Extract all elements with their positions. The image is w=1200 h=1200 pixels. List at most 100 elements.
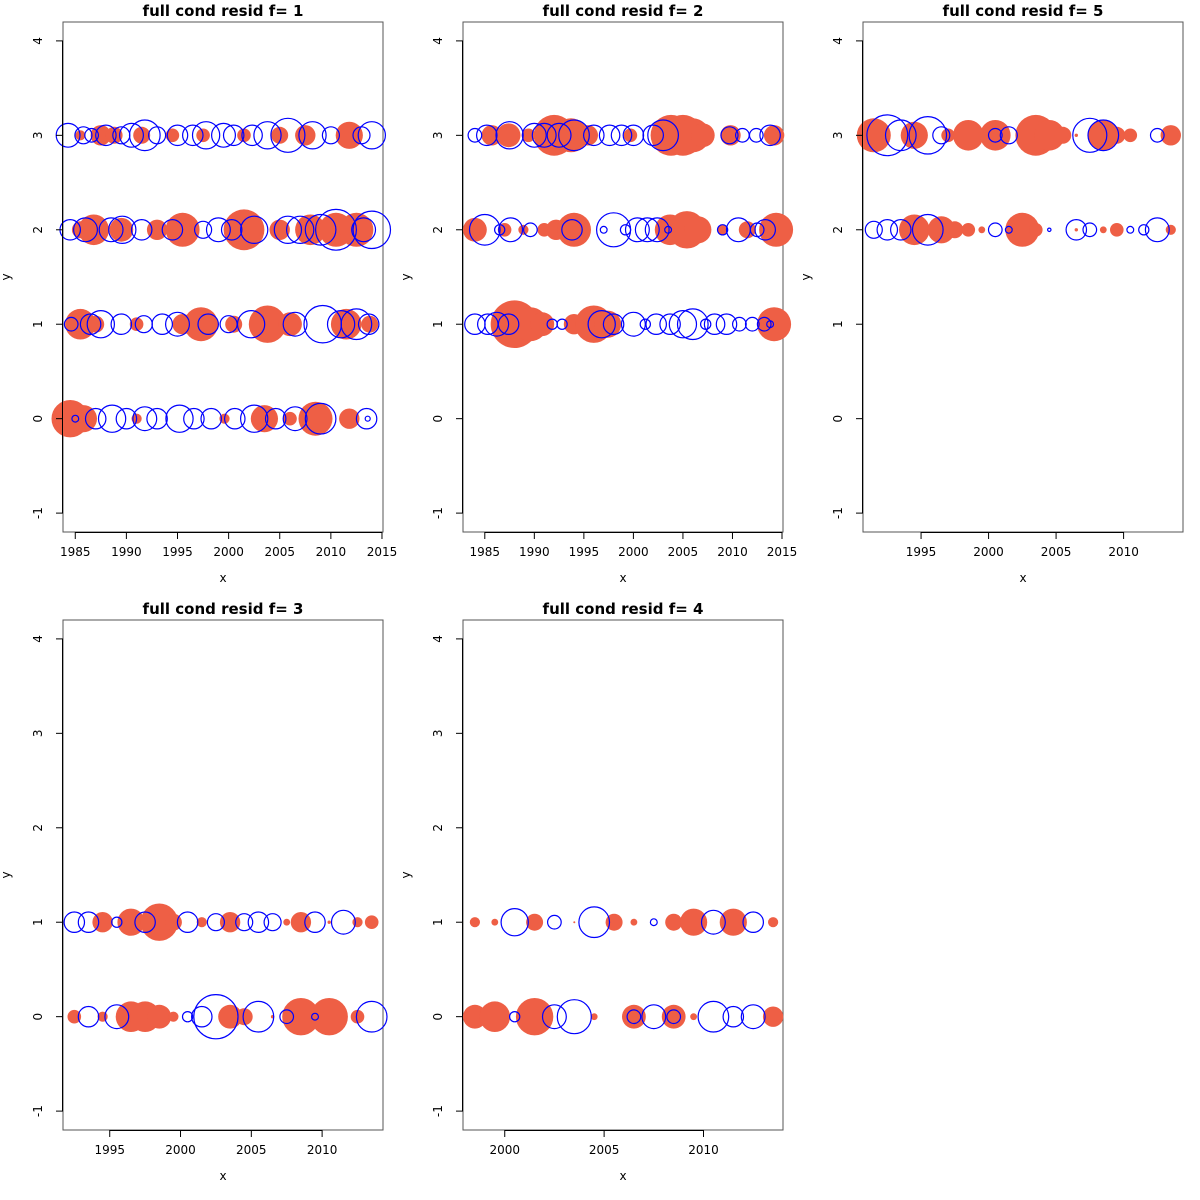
negative-residual-point (279, 1009, 295, 1025)
positive-residual-point (310, 998, 348, 1036)
positive-residual-point (759, 212, 794, 247)
x-axis-label: x (1019, 571, 1026, 585)
negative-residual-point (742, 911, 764, 933)
positive-residual-point (521, 128, 536, 143)
positive-residual-point (109, 217, 134, 242)
negative-residual-point (546, 914, 562, 930)
negative-residual-point (556, 999, 592, 1035)
positive-residual-point (594, 310, 622, 338)
negative-residual-point (1072, 117, 1108, 153)
panel-f4: -1 0 1 2 3 4 2000 2005 2010 full cond resid f= … (399, 600, 784, 1183)
negative-residual-point (197, 313, 219, 335)
negative-residual-point (497, 313, 520, 335)
positive-residual-point (1088, 120, 1119, 151)
negative-residual-point (282, 406, 308, 432)
positive-residual-point (295, 214, 326, 246)
negative-residual-point (468, 213, 501, 246)
negative-residual-point (263, 913, 282, 932)
negative-residual-point (164, 311, 190, 337)
positive-residual-point (491, 918, 499, 926)
negative-residual-point (134, 911, 156, 933)
negative-residual-point (357, 313, 380, 335)
negative-residual-point (556, 318, 568, 330)
positive-residual-point (1054, 126, 1072, 144)
negative-residual-point (620, 311, 646, 337)
y-tick-label: 0 (31, 1013, 45, 1021)
negative-residual-point (108, 215, 137, 244)
negative-residual-point (1004, 225, 1013, 234)
negative-residual-point (357, 121, 386, 150)
positive-residual-point (283, 918, 291, 926)
negative-residual-point (253, 121, 282, 150)
negative-residual-point (84, 127, 99, 143)
positive-residual-point (762, 1006, 784, 1027)
x-tick-label: 2000 (213, 545, 244, 559)
positive-residual-point (352, 917, 363, 928)
positive-residual-point (298, 401, 333, 436)
panel-title: full cond resid f= 4 (543, 600, 704, 618)
negative-residual-point (166, 124, 189, 147)
positive-residual-point (339, 408, 360, 429)
negative-residual-point (182, 124, 204, 147)
y-tick-label: 1 (431, 320, 445, 328)
y-tick-label: 2 (31, 226, 45, 234)
negative-residual-point (321, 126, 340, 145)
negative-residual-point (659, 313, 681, 335)
positive-residual-point (665, 913, 683, 931)
positive-residual-point (184, 307, 218, 342)
positive-residual-point (573, 921, 576, 924)
negative-residual-point (884, 119, 917, 152)
negative-residual-point (509, 1011, 521, 1023)
panel-title: full cond resid f= 1 (143, 2, 304, 20)
panel-f1: -1 0 1 2 3 4 1985 1990 1995 2000 2005 2010 2015 ful… (0, 2, 397, 585)
y-tick-label: 0 (31, 415, 45, 423)
positive-residual-point (690, 123, 715, 148)
points-layer (463, 114, 794, 349)
x-axis-label: x (619, 1169, 626, 1183)
negative-residual-point (561, 219, 583, 241)
negative-residual-point (1144, 217, 1170, 243)
negative-residual-point (128, 119, 161, 152)
negative-residual-point (578, 906, 611, 939)
negative-residual-point (247, 911, 270, 933)
x-tick-label: 2010 (307, 1143, 338, 1157)
negative-residual-point (649, 918, 658, 927)
points-layer (856, 114, 1181, 247)
y-tick-label: 4 (431, 635, 445, 643)
positive-residual-point (717, 224, 728, 235)
x-axis: 1995 2000 2005 2010 (906, 532, 1139, 559)
x-tick-label: 2015 (767, 545, 798, 559)
negative-residual-point (484, 311, 510, 337)
positive-residual-point (364, 915, 379, 929)
negative-residual-point (697, 1000, 730, 1033)
positive-residual-point (680, 908, 708, 936)
negative-residual-point (740, 1004, 766, 1030)
x-tick-label: 2000 (165, 1143, 196, 1157)
negative-residual-point (115, 407, 138, 430)
positive-residual-point (105, 126, 123, 144)
positive-residual-point (168, 1011, 179, 1022)
points-layer (51, 117, 392, 438)
negative-residual-point (161, 219, 184, 241)
negative-residual-point (639, 318, 651, 330)
negative-residual-point (355, 407, 378, 430)
negative-residual-point (703, 313, 726, 335)
x-tick-label: 2000 (973, 545, 1004, 559)
negative-residual-point (239, 404, 269, 433)
x-tick-label: 2005 (236, 1143, 267, 1157)
negative-residual-point (668, 310, 698, 339)
positive-residual-point (165, 128, 180, 143)
negative-residual-point (239, 215, 269, 244)
negative-residual-point (531, 122, 557, 148)
negative-residual-point (720, 126, 739, 145)
negative-residual-point (118, 122, 144, 148)
negative-residual-point (97, 404, 127, 433)
y-tick-label: 4 (431, 37, 445, 45)
negative-residual-point (541, 1004, 567, 1030)
negative-residual-point (205, 217, 231, 243)
negative-residual-point (191, 121, 221, 150)
negative-residual-point (748, 127, 764, 143)
positive-residual-point (941, 128, 955, 143)
